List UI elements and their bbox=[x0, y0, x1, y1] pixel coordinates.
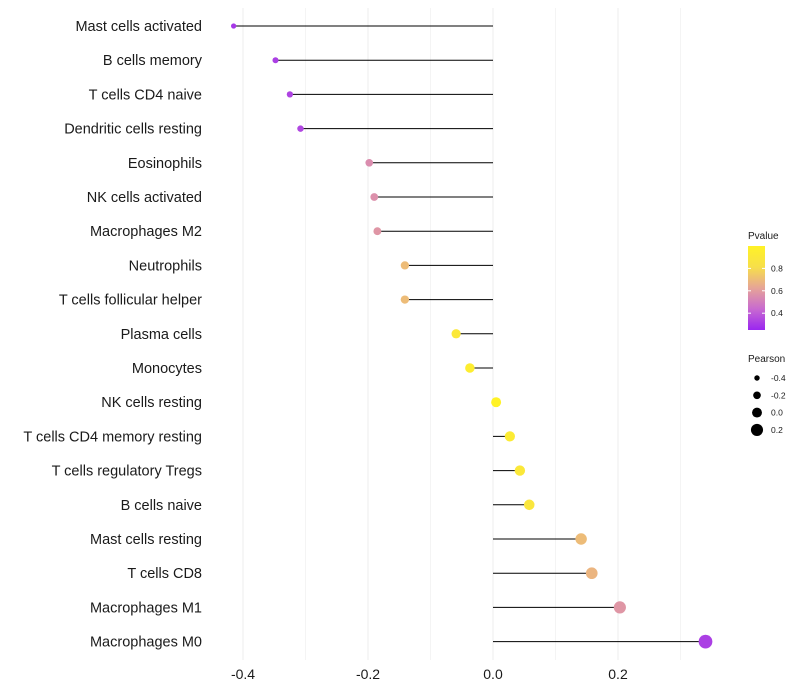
pvalue-legend-title: Pvalue bbox=[748, 231, 779, 242]
category-label: T cells regulatory Tregs bbox=[52, 464, 202, 480]
category-label: T cells CD4 memory resting bbox=[23, 429, 202, 445]
data-point bbox=[365, 158, 374, 167]
category-label: NK cells resting bbox=[101, 395, 202, 411]
category-labels: Mast cells activated B cells memory T cell… bbox=[23, 19, 202, 651]
data-point bbox=[400, 261, 410, 270]
data-point bbox=[491, 397, 502, 408]
category-label: Monocytes bbox=[132, 361, 202, 377]
pearson-key-label: 0.0 bbox=[771, 408, 783, 418]
pearson-key-dot bbox=[752, 407, 762, 418]
pearson-legend-title: Pearson bbox=[748, 354, 785, 365]
category-label: Eosinophils bbox=[128, 156, 202, 172]
category-label: T cells follicular helper bbox=[59, 293, 202, 309]
category-label: NK cells activated bbox=[87, 190, 202, 206]
category-label: T cells CD8 bbox=[127, 566, 202, 582]
x-axis-tick-labels: -0.4 -0.2 0.0 0.2 bbox=[231, 666, 628, 682]
data-point bbox=[465, 363, 475, 373]
pearson-key-dot bbox=[754, 375, 760, 381]
data-point bbox=[297, 125, 304, 132]
data-point bbox=[370, 193, 379, 201]
data-point bbox=[575, 533, 587, 545]
data-point bbox=[286, 91, 294, 98]
category-label: Mast cells activated bbox=[75, 19, 202, 35]
data-point bbox=[400, 295, 410, 304]
data-point bbox=[523, 499, 535, 511]
data-point bbox=[373, 227, 382, 236]
data-point bbox=[451, 329, 461, 339]
category-label: Macrophages M1 bbox=[90, 600, 202, 616]
category-label: Macrophages M0 bbox=[90, 635, 202, 651]
pvalue-tick-label: 0.4 bbox=[771, 308, 783, 318]
pearson-legend: Pearson -0.4 -0.2 0.0 0.2 bbox=[748, 354, 786, 436]
pearson-key-label: 0.2 bbox=[771, 425, 783, 435]
data-point bbox=[514, 465, 526, 476]
data-point bbox=[504, 431, 515, 442]
category-label: Dendritic cells resting bbox=[64, 122, 202, 138]
lollipop-stems bbox=[233, 25, 706, 643]
lollipop-dots bbox=[230, 23, 713, 649]
pearson-key-dot bbox=[750, 423, 764, 436]
pvalue-tick-label: 0.8 bbox=[771, 263, 783, 273]
pvalue-legend: Pvalue 0.4 0.6 0.8 bbox=[748, 231, 783, 330]
category-label: B cells memory bbox=[103, 53, 203, 69]
category-label: B cells naive bbox=[121, 498, 202, 514]
data-point bbox=[272, 57, 279, 64]
data-point bbox=[585, 567, 598, 580]
category-label: Mast cells resting bbox=[90, 532, 202, 548]
data-point bbox=[230, 23, 237, 29]
data-point bbox=[698, 634, 713, 649]
pearson-key-label: -0.2 bbox=[771, 390, 786, 400]
x-tick-label: 0.2 bbox=[608, 666, 628, 682]
category-label: Macrophages M2 bbox=[90, 224, 202, 240]
x-tick-label: 0.0 bbox=[483, 666, 503, 682]
pearson-key-dot bbox=[753, 391, 761, 400]
category-label: Neutrophils bbox=[129, 258, 202, 274]
category-label: T cells CD4 naive bbox=[89, 87, 202, 103]
x-tick-label: -0.4 bbox=[231, 666, 255, 682]
x-tick-label: -0.2 bbox=[356, 666, 380, 682]
pvalue-colorbar bbox=[748, 246, 765, 330]
data-point bbox=[613, 601, 626, 614]
category-label: Plasma cells bbox=[121, 327, 202, 343]
pearson-key-label: -0.4 bbox=[771, 373, 786, 383]
pvalue-tick-label: 0.6 bbox=[771, 286, 783, 296]
